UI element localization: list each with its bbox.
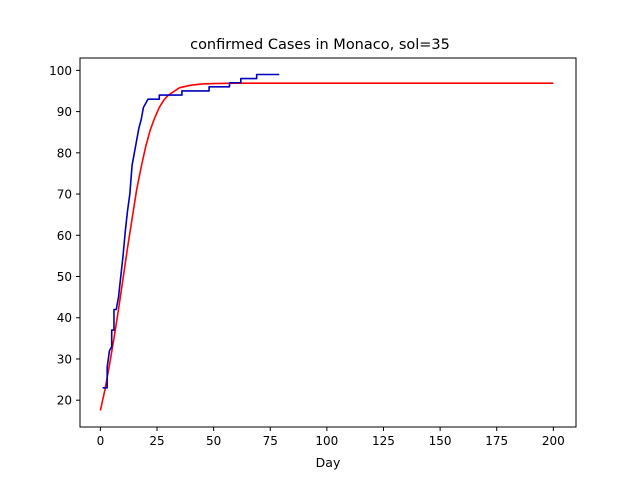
series-layer bbox=[99, 73, 554, 411]
x-tick-label: 175 bbox=[485, 434, 508, 448]
x-tick-label: 25 bbox=[149, 434, 164, 448]
x-tick-label: 150 bbox=[429, 434, 452, 448]
y-tick-label: 80 bbox=[57, 146, 72, 160]
y-tick-label: 50 bbox=[57, 270, 72, 284]
x-tick-label: 0 bbox=[97, 434, 105, 448]
x-axis-label: Day bbox=[316, 455, 341, 470]
x-tick-label: 125 bbox=[372, 434, 395, 448]
y-tick-label: 20 bbox=[57, 394, 72, 408]
y-tick-label: 100 bbox=[49, 64, 72, 78]
y-tick-label: 40 bbox=[57, 311, 72, 325]
y-tick-label: 70 bbox=[57, 188, 72, 202]
axes-layer: 0 25 50 75 100 125 150 175 200 20 30 40 50 60 70 80 90 10… bbox=[49, 57, 577, 448]
plot-frame bbox=[79, 57, 577, 428]
x-tick-label: 50 bbox=[206, 434, 221, 448]
series-line-observed bbox=[102, 73, 280, 389]
x-tick-label: 75 bbox=[263, 434, 278, 448]
y-tick-label: 60 bbox=[57, 229, 72, 243]
y-tick-label: 30 bbox=[57, 352, 72, 366]
chart-title: confirmed Cases in Monaco, sol=35 bbox=[190, 37, 450, 53]
y-tick-label: 90 bbox=[57, 105, 72, 119]
x-tick-label: 200 bbox=[542, 434, 565, 448]
x-tick-label: 100 bbox=[315, 434, 338, 448]
